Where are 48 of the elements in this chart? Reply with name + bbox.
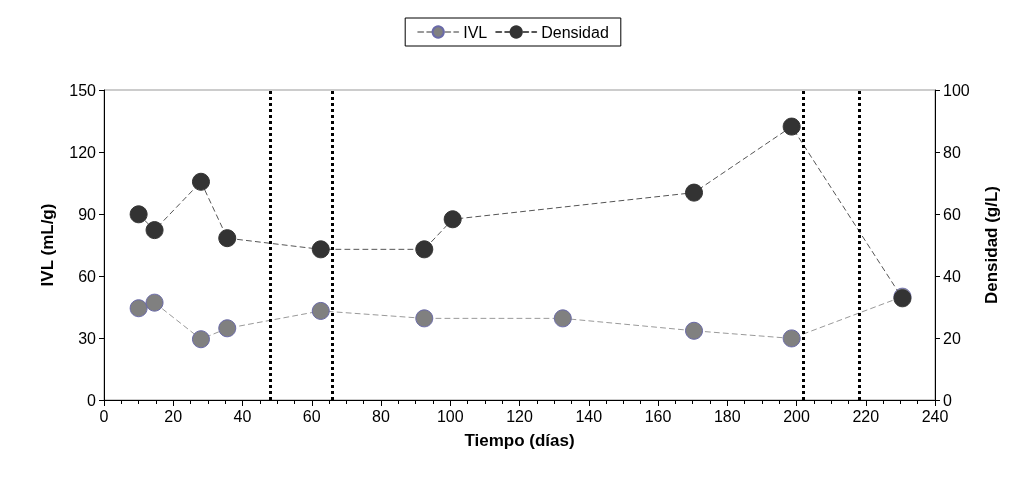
y2-axis-title: Densidad (g/L): [982, 185, 1001, 305]
x-axis-title: Tiempo (días): [464, 431, 575, 450]
point: [443, 210, 462, 229]
y-tick-label: 120: [69, 143, 97, 161]
x-tick-label: 60: [302, 407, 321, 425]
x-tick-label: 100: [436, 407, 464, 425]
x-tick-label: 240: [921, 407, 949, 425]
point: [685, 183, 704, 202]
x-tick-label: 0: [99, 407, 109, 425]
point: [311, 301, 330, 320]
y-tick-label: 0: [87, 391, 97, 409]
y-axis-title: IVL (mL/g): [38, 203, 57, 287]
point: [685, 321, 704, 340]
point: [553, 309, 572, 328]
x-tick-label: 120: [506, 407, 533, 425]
point: [129, 205, 148, 224]
point: [218, 229, 237, 248]
x-tick-label: 20: [164, 407, 183, 425]
legend-label: IVL: [463, 23, 488, 41]
x-tick-label: 160: [644, 407, 672, 425]
y-tick-label: 150: [69, 81, 97, 99]
legend-label: Densidad: [541, 23, 609, 41]
x-tick-label: 200: [783, 407, 810, 425]
y-tick-label: 90: [78, 205, 97, 223]
point: [218, 319, 237, 338]
point: [145, 221, 164, 240]
y-tick-label: 30: [78, 329, 97, 347]
point: [782, 329, 801, 348]
point: [415, 240, 434, 259]
x-tick-label: 40: [233, 407, 252, 425]
y2-tick-label: 100: [943, 81, 970, 99]
x-tick-label: 220: [852, 407, 880, 425]
point: [129, 299, 148, 318]
point: [191, 172, 210, 191]
point: [191, 330, 210, 349]
x-tick-label: 140: [575, 407, 603, 425]
x-tick-label: 180: [713, 407, 741, 425]
point: [145, 293, 164, 312]
y2-tick-label: 40: [943, 267, 961, 285]
point: [415, 309, 434, 328]
y2-tick-label: 80: [943, 143, 961, 161]
y2-tick-label: 0: [943, 391, 952, 409]
point: [311, 240, 330, 259]
point: [782, 117, 801, 136]
y-tick-label: 60: [78, 267, 97, 285]
y2-tick-label: 20: [943, 329, 961, 347]
y2-tick-label: 60: [943, 205, 961, 223]
x-tick-label: 80: [372, 407, 390, 425]
